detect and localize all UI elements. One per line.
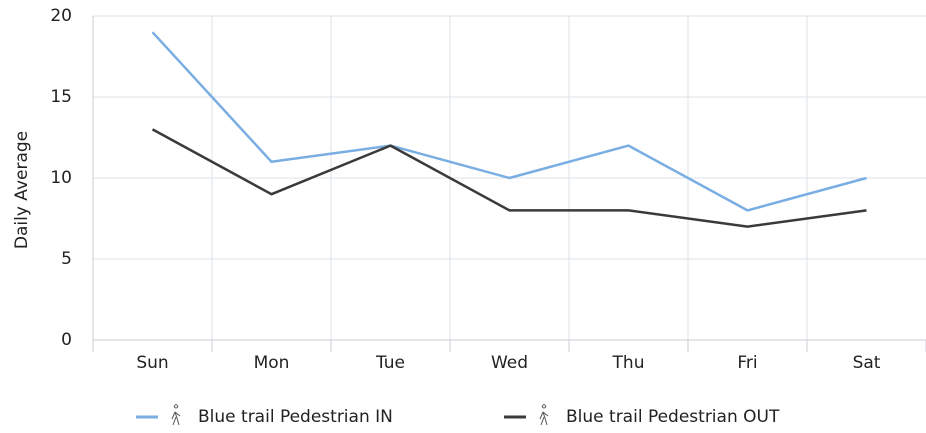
x-tick-label: Tue <box>375 353 405 373</box>
legend-label: Blue trail Pedestrian IN <box>198 407 393 427</box>
x-tick-label: Fri <box>737 353 757 373</box>
legend-item: Blue trail Pedestrian OUT <box>504 404 780 427</box>
legend-icon <box>539 404 549 426</box>
x-tick-label: Sat <box>853 353 881 373</box>
series-line <box>151 31 867 212</box>
y-axis-title: Daily Average <box>12 131 32 249</box>
legend-item: Blue trail Pedestrian IN <box>136 404 393 427</box>
x-tick-label: Wed <box>491 353 528 373</box>
legend-label: Blue trail Pedestrian OUT <box>566 407 780 427</box>
y-tick-label: 0 <box>61 330 72 350</box>
x-tick-label: Sun <box>136 353 168 373</box>
series-line <box>151 128 867 228</box>
legend-icon <box>171 404 181 426</box>
x-tick-label: Mon <box>254 353 290 373</box>
y-tick-label: 5 <box>61 249 72 269</box>
y-tick-label: 20 <box>50 6 72 26</box>
y-tick-label: 15 <box>50 87 72 107</box>
x-tick-label: Thu <box>612 353 645 373</box>
y-tick-label: 10 <box>50 168 72 188</box>
